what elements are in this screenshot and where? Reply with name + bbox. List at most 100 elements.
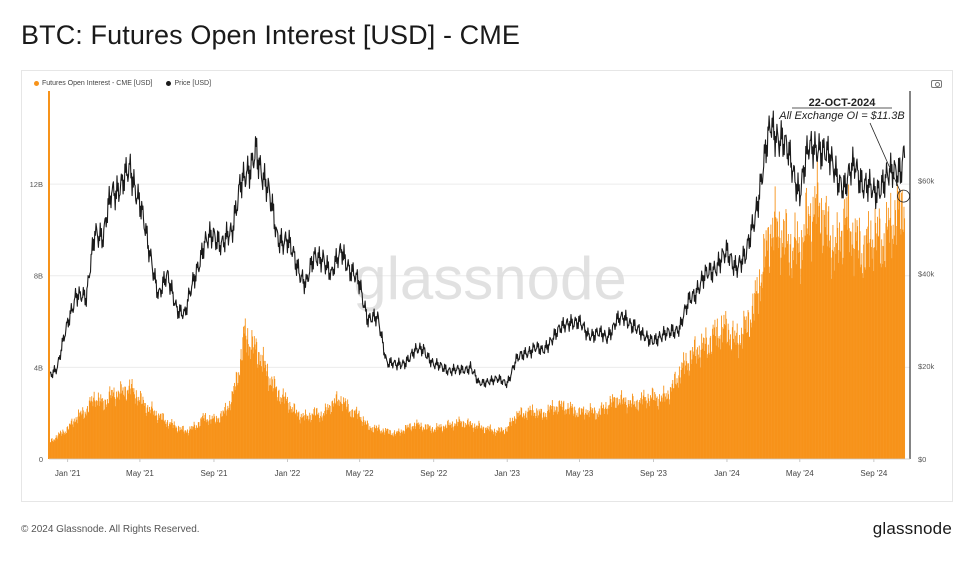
oi-bar <box>826 234 828 459</box>
oi-bar <box>818 206 820 459</box>
oi-bar <box>443 426 445 459</box>
oi-bar <box>221 416 223 459</box>
oi-bar <box>841 230 843 459</box>
oi-bar <box>771 238 773 459</box>
oi-bar <box>93 397 95 459</box>
oi-bar <box>794 212 796 459</box>
oi-bar <box>421 426 423 459</box>
oi-bar <box>696 349 698 459</box>
x-tick-label: May '24 <box>786 469 814 478</box>
oi-bar <box>426 429 427 459</box>
oi-bar <box>636 399 638 459</box>
oi-bar <box>768 266 770 459</box>
oi-bar <box>816 156 818 460</box>
oi-bar <box>688 375 690 459</box>
oi-bar <box>377 427 379 459</box>
oi-bar <box>233 386 235 459</box>
oi-bar <box>270 384 272 459</box>
oi-bar <box>68 428 70 459</box>
oi-bar <box>185 433 187 459</box>
oi-bar <box>721 315 722 459</box>
oi-bar <box>722 328 724 459</box>
oi-bar <box>900 234 902 459</box>
oi-bar <box>362 421 364 459</box>
oi-bar <box>592 413 594 459</box>
oi-bar <box>83 418 85 459</box>
oi-bar <box>193 426 194 459</box>
oi-bar <box>170 424 172 459</box>
oi-bar <box>62 429 64 459</box>
oi-bar <box>155 410 157 459</box>
oi-bar <box>901 192 903 459</box>
oi-bar <box>378 424 380 459</box>
oi-bar <box>282 394 284 459</box>
oi-bar <box>447 421 449 459</box>
oi-bar <box>450 424 452 459</box>
oi-bar <box>727 341 729 459</box>
oi-bar <box>144 403 146 459</box>
oi-bar <box>400 432 402 459</box>
x-tick-label: May '23 <box>566 469 594 478</box>
oi-bar <box>154 415 156 459</box>
oi-bar <box>411 431 412 459</box>
oi-bar <box>609 404 611 459</box>
oi-bar <box>296 412 298 459</box>
oi-bar <box>741 333 743 459</box>
oi-bar <box>604 413 606 459</box>
oi-bar <box>420 422 422 459</box>
oi-bar <box>97 392 99 459</box>
oi-bar <box>175 426 177 459</box>
oi-bar <box>209 419 211 459</box>
oi-bar <box>842 257 844 459</box>
x-tick-label: Jan '24 <box>714 469 740 478</box>
oi-bar <box>542 419 544 459</box>
oi-bar <box>103 410 105 459</box>
brand-logo[interactable]: glassnode <box>872 519 952 538</box>
oi-bar <box>763 233 765 459</box>
oi-bar <box>492 434 494 459</box>
oi-bar <box>702 348 704 459</box>
oi-bar <box>380 431 382 459</box>
oi-bar <box>459 419 461 459</box>
oi-bar <box>451 421 453 459</box>
oi-bar <box>725 318 727 459</box>
oi-bar <box>594 407 595 459</box>
camera-icon[interactable] <box>931 80 942 88</box>
oi-bar <box>883 233 885 459</box>
oi-bar <box>565 409 567 459</box>
oi-bar <box>489 426 491 459</box>
oi-bar <box>598 408 600 459</box>
oi-bar <box>584 419 586 459</box>
oi-bar <box>444 429 446 459</box>
oi-bar <box>493 432 495 459</box>
oi-bar <box>479 428 481 459</box>
oi-bar <box>194 429 196 459</box>
legend-item-oi[interactable]: Futures Open Interest - CME [USD] <box>34 80 152 87</box>
oi-bar <box>153 411 155 459</box>
oi-bar <box>203 421 205 459</box>
oi-bar <box>793 260 795 459</box>
oi-bar <box>363 420 365 459</box>
oi-bar <box>755 294 757 459</box>
oi-bar <box>878 236 880 459</box>
oi-bar <box>289 401 291 459</box>
oi-bar <box>870 220 872 459</box>
oi-bar <box>256 342 258 459</box>
oi-bar <box>713 327 715 459</box>
oi-bar <box>260 354 262 459</box>
oi-bar <box>572 407 574 459</box>
oi-bar <box>514 418 516 459</box>
oi-bar <box>63 431 64 459</box>
oi-bar <box>212 418 214 459</box>
oi-bar <box>60 432 62 459</box>
oi-bar <box>383 434 385 459</box>
oi-bar <box>389 430 391 459</box>
oi-bar <box>853 276 855 459</box>
legend-item-price[interactable]: Price [USD] <box>166 80 211 87</box>
oi-bar <box>150 413 152 459</box>
oi-bar <box>264 360 266 459</box>
oi-bar <box>899 189 901 459</box>
oi-bar <box>680 369 682 459</box>
oi-bar <box>531 410 533 459</box>
oi-bar <box>312 415 314 459</box>
